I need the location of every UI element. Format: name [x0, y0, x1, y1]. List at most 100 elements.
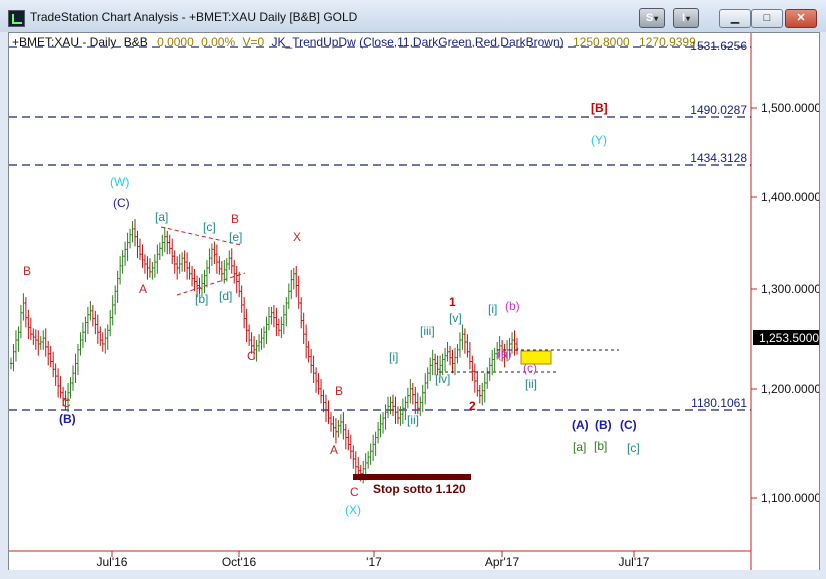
ohlc-bar	[111, 295, 114, 326]
ohlc-bar	[471, 355, 474, 381]
ohlc-bar	[153, 254, 157, 278]
minimize-button[interactable]: ▁	[719, 9, 751, 28]
price-tick-1500: 1,500.0000	[761, 101, 819, 115]
ohlc-bar	[131, 221, 134, 243]
chart-area[interactable]: 1531.6256 1490.0287 1434.3128 1180.1061 …	[8, 32, 820, 572]
ohlc-bar	[297, 275, 300, 309]
ohlc-bar	[133, 219, 137, 247]
ohlc-bar	[282, 304, 286, 335]
ohlc-bars	[9, 219, 519, 484]
ohlc-bar	[215, 244, 219, 274]
ohlc-bar	[128, 228, 132, 249]
ohlc-bar	[42, 330, 45, 350]
window-titlebar: TradeStation Chart Analysis - +BMET:XAU …	[0, 0, 826, 32]
wave-label-iv-sq: [iv]	[435, 372, 450, 386]
window-bottom-border	[0, 570, 826, 579]
ohlc-bar	[205, 260, 209, 288]
ohlc-bar	[275, 307, 278, 337]
ohlc-bar	[344, 423, 348, 450]
ohlc-bar	[446, 342, 449, 362]
ohlc-bar	[329, 412, 333, 432]
ohlc-bar	[468, 342, 472, 370]
ohlc-bar	[486, 367, 489, 389]
ohlc-bar	[441, 353, 444, 376]
ohlc-bar	[235, 265, 238, 294]
ohlc-bar	[334, 418, 338, 444]
ohlc-bar	[280, 316, 283, 339]
ohlc-bar	[295, 265, 298, 298]
ohlc-bar	[91, 304, 95, 327]
wave-label-d-sq: [d]	[219, 289, 232, 303]
info-i-button[interactable]: I▾	[673, 8, 699, 28]
ohlc-bar	[478, 384, 481, 404]
ohlc-bar	[349, 434, 353, 459]
target-zone-box	[520, 350, 552, 365]
ohlc-bar	[371, 434, 375, 461]
ohlc-bar	[89, 301, 92, 321]
ohlc-bar	[317, 373, 320, 395]
ohlc-bar	[183, 250, 186, 272]
ohlc-bar	[419, 396, 422, 417]
ohlc-bar	[99, 326, 102, 346]
tradestation-app-icon	[8, 10, 25, 27]
ohlc-bar	[431, 349, 434, 376]
ohlc-bar	[252, 336, 256, 360]
level-label-1490: 1490.0287	[690, 103, 747, 117]
ohlc-bar	[136, 230, 139, 259]
ohlc-bar	[180, 252, 184, 272]
wave-label-c-sq2: [c]	[627, 441, 640, 455]
ohlc-bar	[302, 312, 305, 344]
ohlc-bar	[210, 243, 214, 266]
ohlc-bar	[47, 341, 50, 366]
ohlc-bar	[389, 396, 392, 415]
ohlc-bar	[64, 390, 67, 411]
wave-label-c-paren: (c)	[523, 361, 537, 375]
close-button[interactable]: ✕	[785, 9, 817, 28]
ohlc-bar	[424, 373, 427, 405]
wave-label-C-red1: C	[247, 349, 256, 363]
ohlc-bar	[190, 265, 194, 287]
ohlc-bar	[414, 386, 417, 415]
ohlc-bar	[354, 451, 357, 479]
wave-label-v-sq: [v]	[449, 311, 462, 325]
ohlc-bar	[161, 234, 164, 257]
price-tick-1200: 1,200.0000	[761, 382, 819, 396]
ohlc-bar	[463, 328, 467, 354]
ohlc-bar	[123, 241, 127, 266]
ohlc-bar	[146, 256, 149, 280]
ohlc-bar	[448, 345, 452, 366]
ohlc-bar	[357, 457, 360, 477]
ohlc-bar	[352, 445, 355, 469]
wave-label-A-red1: A	[139, 282, 147, 296]
ohlc-bar	[379, 414, 382, 438]
ohlc-bar	[272, 304, 276, 328]
maximize-button[interactable]: □	[751, 9, 783, 28]
ohlc-bar	[309, 348, 313, 374]
ohlc-bar	[151, 262, 154, 280]
ohlc-bar	[327, 400, 330, 424]
wave-label-b-sq2: [b]	[594, 439, 607, 453]
price-chart[interactable]: 1531.6256 1490.0287 1434.3128 1180.1061 …	[9, 33, 819, 571]
wave-label-a-sq: [a]	[155, 210, 168, 224]
ohlc-bar	[233, 260, 236, 284]
ohlc-bar	[230, 248, 233, 274]
ohlc-bar	[213, 241, 216, 264]
ohlc-bar	[481, 382, 484, 406]
ohlc-bar	[322, 389, 325, 413]
last-price-label: 1,253.5000	[759, 331, 819, 345]
ohlc-bar	[22, 293, 25, 321]
ohlc-bar	[14, 330, 18, 362]
ohlc-bar	[225, 258, 228, 282]
ohlc-bar	[438, 355, 442, 378]
wave-label-B-red1: B	[231, 212, 239, 226]
ohlc-bar	[300, 297, 303, 329]
ohlc-bar	[118, 256, 122, 285]
style-s-button[interactable]: S▾	[639, 8, 665, 28]
ohlc-bar	[86, 306, 90, 335]
ohlc-bar	[411, 382, 415, 405]
date-tick-oct16: Oct'16	[222, 555, 257, 569]
stop-label: Stop sotto 1.120	[373, 482, 466, 496]
ohlc-bar	[466, 334, 469, 358]
ohlc-bar	[96, 314, 100, 344]
ohlc-bar	[304, 324, 308, 359]
